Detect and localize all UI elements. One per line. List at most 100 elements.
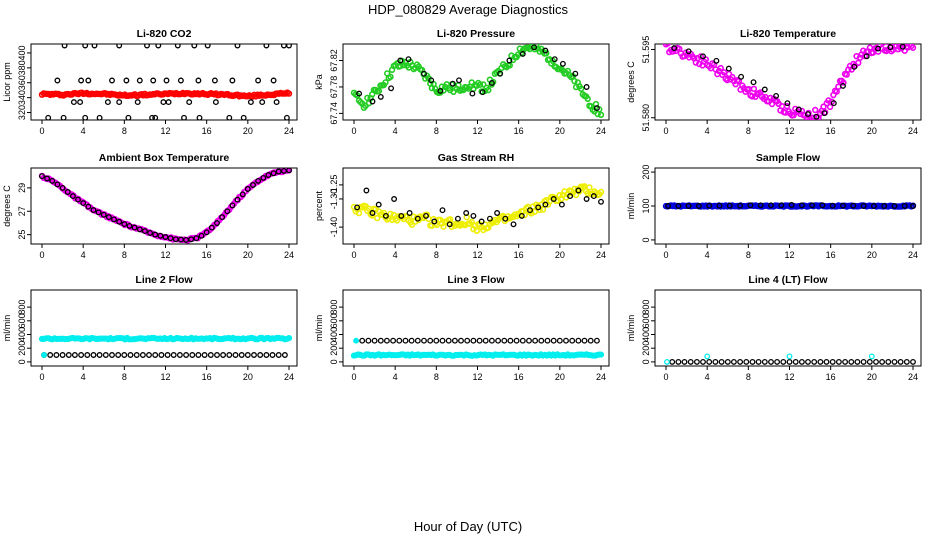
rh-black-point	[391, 196, 398, 202]
line3-black-high-point	[532, 337, 539, 344]
rh-black-point	[406, 210, 413, 216]
line3-black-high-point	[507, 337, 514, 344]
rh-black-point	[486, 215, 493, 222]
line2-plot-frame	[30, 289, 298, 367]
licor_temp-black-point	[875, 45, 881, 52]
line4-black-point	[910, 358, 916, 365]
sample_flow-xtick-label: 24	[908, 250, 918, 260]
sample_flow-xtick-label: 4	[705, 250, 710, 260]
pressure-black-point	[506, 57, 513, 64]
box_temp-black-point	[131, 224, 138, 231]
sample_flow-black-point	[788, 202, 795, 208]
line4-black-point	[706, 358, 713, 365]
co2-plot-frame	[30, 43, 298, 121]
rh-black-point	[369, 210, 376, 216]
line2-xtick-label: 20	[243, 372, 253, 382]
box_temp-black-point	[239, 191, 246, 198]
licor_temp-black-point	[761, 86, 768, 93]
pressure-green-point	[571, 77, 578, 85]
co2-black-low-point	[77, 99, 84, 106]
rh-black-point	[470, 212, 477, 219]
licor_temp-black-point	[851, 63, 858, 70]
line3-black-high-point	[390, 337, 397, 344]
line2-black-low-point	[189, 352, 196, 358]
licor_temp-magenta-point	[835, 83, 842, 90]
sample_flow-ytick-label: 200	[641, 165, 651, 180]
pressure-black-point	[583, 84, 590, 90]
licor_temp-black-point	[830, 100, 837, 107]
box_temp-ylabel: degrees C	[2, 185, 12, 227]
box_temp-xtick-label: 0	[39, 250, 44, 260]
line2-black-low-point	[214, 352, 220, 358]
line3-xtick-label: 24	[596, 372, 606, 382]
pressure-green-point	[476, 81, 484, 88]
box_temp-black-point	[198, 232, 205, 239]
co2-xtick-label: 0	[39, 126, 44, 136]
line4-black-point	[792, 358, 799, 365]
line3-ytick-label: 800	[329, 300, 339, 315]
rh-ytick-label: -1.25	[329, 175, 339, 196]
box_temp-black-point	[105, 214, 112, 221]
sample_flow-ytick-label: 100	[641, 198, 651, 213]
rh-black-point	[439, 207, 446, 214]
rh-black-point	[510, 221, 517, 228]
licor_temp-magenta-point	[855, 59, 862, 66]
licor_temp-magenta-point	[909, 44, 917, 51]
line3-cyan-low-point	[597, 351, 605, 358]
pressure-green-point	[506, 62, 513, 69]
pressure-black-point	[488, 80, 495, 86]
rh-black-point	[463, 210, 470, 216]
box_temp-black-point	[157, 232, 164, 239]
line3-xtick-label: 20	[555, 372, 565, 382]
line3-ytick-label: 600	[329, 313, 339, 328]
line3-black-high-point	[476, 337, 483, 344]
rh-yellow-point	[539, 206, 547, 213]
box_temp-black-point	[136, 226, 143, 233]
line2-black-low-point	[53, 352, 60, 358]
line2-black-low-point	[275, 352, 282, 358]
rh-black-point	[558, 201, 565, 208]
line2-black-low-point	[263, 352, 270, 358]
sample_flow-xtick-label: 16	[826, 250, 836, 260]
rh-black-point	[423, 212, 429, 219]
box_temp-black-point	[121, 221, 128, 228]
licor_temp-xtick-label: 20	[867, 126, 877, 136]
line4-black-point	[669, 358, 676, 365]
co2-black-high-point	[204, 44, 211, 49]
line3-black-high-point	[396, 337, 403, 344]
pressure-black-point	[559, 60, 566, 67]
line4-black-point	[829, 358, 836, 365]
co2-black-bottom-point	[226, 114, 233, 120]
box_temp-black-point	[214, 220, 220, 226]
licor_temp-black-point	[725, 65, 732, 72]
pressure-ytick-label: 67.78	[329, 76, 339, 99]
box_temp-data	[38, 168, 293, 244]
line4-black-point	[903, 358, 910, 365]
line2-black-low-point	[90, 352, 97, 358]
line4-plot-frame	[654, 289, 922, 367]
co2-black-high-point	[82, 44, 89, 49]
line2-ytick-label: 400	[17, 327, 27, 342]
rh-yellow-point	[531, 208, 538, 216]
rh-yellow-point	[355, 209, 363, 217]
line3-black-high-point	[402, 337, 409, 344]
pressure-panel: Li-820 Pressure 0 4 8 12 16 20 24 67.74 67.78 67.8…	[314, 28, 610, 136]
sample_flow-data	[662, 202, 917, 210]
rh-xtick-label: 24	[596, 250, 606, 260]
licor_temp-panel: Li-820 Temperature 0 4 8 12 16 20 24 51.580 51.59…	[626, 28, 922, 136]
sample_flow-black-point	[860, 203, 867, 209]
co2-black-mid-point	[123, 77, 130, 84]
line4-black-point	[805, 358, 811, 365]
line4-cyan-point	[704, 353, 711, 360]
co2-black-mid-point	[150, 77, 157, 84]
rh-black-point	[414, 215, 421, 222]
box_temp-black-point	[167, 235, 174, 242]
line3-black-high-point	[593, 337, 600, 344]
pressure-black-point	[377, 93, 384, 100]
licor_temp-title: Li-820 Temperature	[740, 28, 836, 40]
pressure-black-point	[369, 98, 376, 105]
line4-ytick-label: 200	[641, 341, 651, 356]
rh-panel: Gas Stream RH 0 4 8 12 16 20 24 -1.40 -1.30-1.25 p…	[314, 152, 610, 260]
line4-black-point	[681, 358, 688, 365]
